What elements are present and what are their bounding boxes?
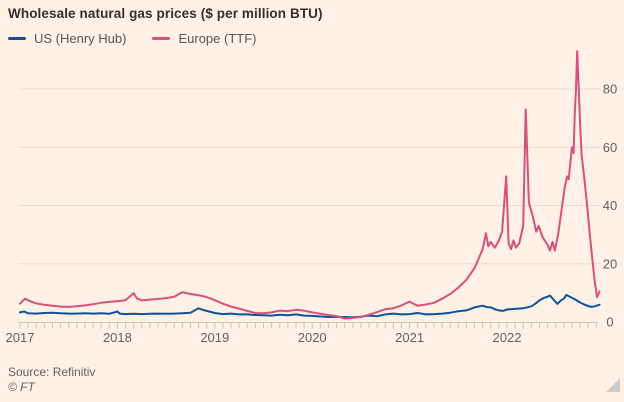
legend-item-us: US (Henry Hub) (8, 31, 126, 46)
chart-title: Wholesale natural gas prices ($ per mill… (8, 6, 323, 21)
x-axis-label-2019: 2019 (200, 330, 229, 345)
x-axis-label-2017: 2017 (6, 330, 35, 345)
series-line-us-henry-hub (19, 293, 601, 319)
source-text: Source: Refinitiv (8, 365, 96, 379)
series-line-europe-ttf (19, 50, 601, 320)
legend: US (Henry Hub) Europe (TTF) (8, 31, 256, 46)
us-line-swatch-icon (8, 37, 26, 40)
y-axis-label-0: 0 (606, 315, 613, 330)
x-axis-label-2018: 2018 (103, 330, 132, 345)
x-axis-label-2020: 2020 (298, 330, 327, 345)
legend-item-europe: Europe (TTF) (152, 31, 256, 46)
y-axis-label-60: 60 (603, 140, 617, 155)
x-axis-label-2021: 2021 (395, 330, 424, 345)
copyright-text: © FT (8, 380, 35, 394)
x-axis-label-2022: 2022 (493, 330, 522, 345)
legend-label-europe: Europe (TTF) (178, 31, 257, 46)
resize-handle-icon[interactable] (606, 378, 620, 392)
y-axis-label-80: 80 (603, 82, 617, 97)
europe-line-swatch-icon (152, 37, 171, 40)
y-axis-label-20: 20 (603, 256, 617, 271)
chart-footer: Source: Refinitiv © FT (8, 365, 95, 395)
legend-label-us: US (Henry Hub) (34, 31, 127, 46)
y-axis-label-40: 40 (603, 198, 617, 213)
